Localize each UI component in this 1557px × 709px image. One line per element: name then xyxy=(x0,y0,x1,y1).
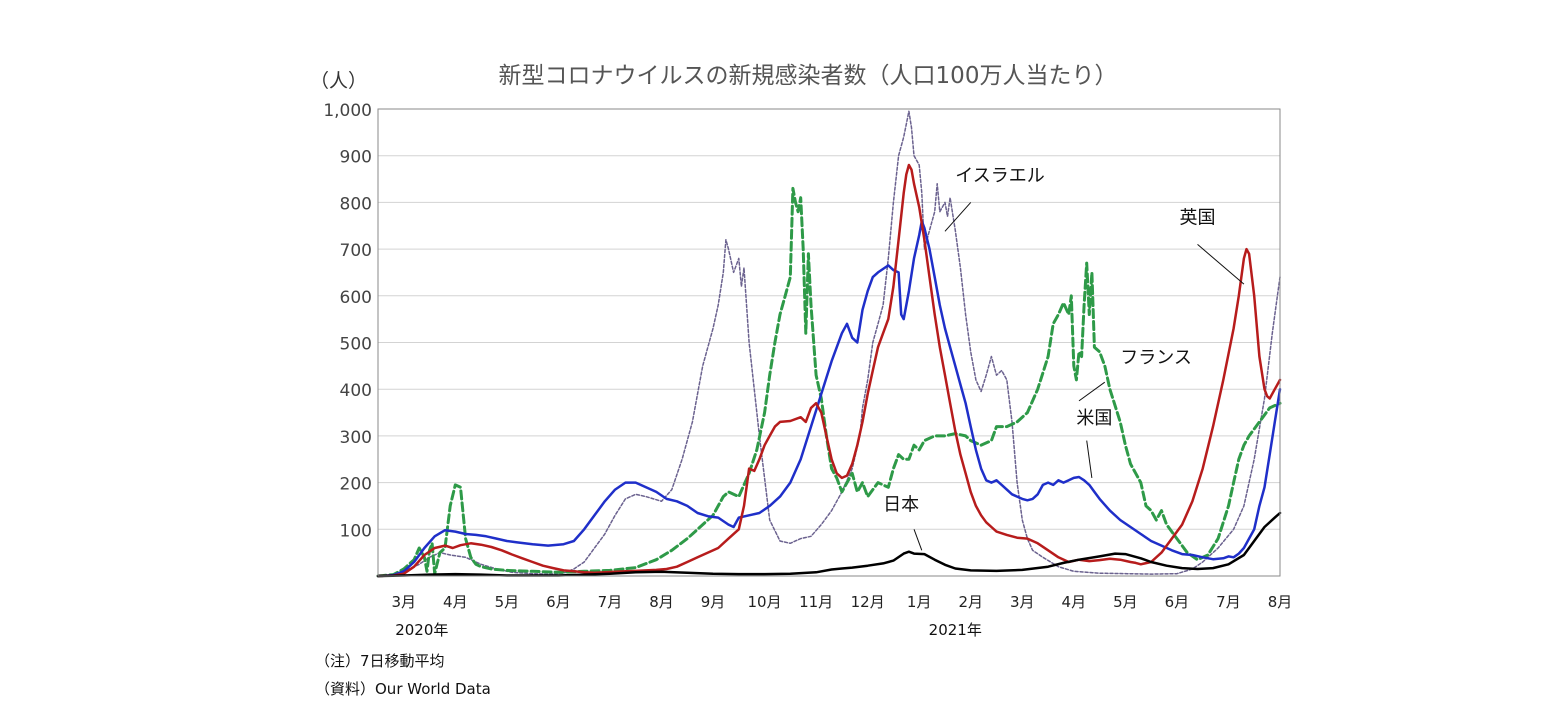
annotation-leader-line xyxy=(1078,381,1106,402)
x-axis-ticks: 3月 4月 5月 6月 7月 8月 9月 10月 11月 12月 1月 2月 3月 4月 5月 6月 7月 8月 2… xyxy=(391,593,1292,639)
grid-lines xyxy=(378,108,1280,530)
x-tick-label: 10月 xyxy=(748,593,782,611)
year-label: 2021年 xyxy=(929,621,982,639)
series-line xyxy=(376,511,1282,578)
series-annotation-label: イスラエル xyxy=(955,165,1044,186)
series-line xyxy=(377,110,1281,577)
note-source: （資料）Our World Data xyxy=(315,680,491,698)
x-tick-label: 4月 xyxy=(443,593,468,611)
x-tick-label: 8月 xyxy=(1268,593,1293,611)
x-tick-label: 5月 xyxy=(495,593,520,611)
y-tick-label: 700 xyxy=(340,241,372,261)
series-annotation-label: 日本 xyxy=(883,495,919,516)
x-tick-label: 9月 xyxy=(701,593,726,611)
annotation-leader-line xyxy=(913,529,923,551)
x-tick-label: 7月 xyxy=(1216,593,1241,611)
x-tick-label: 11月 xyxy=(799,593,833,611)
year-label: 2020年 xyxy=(395,621,448,639)
x-tick-label: 4月 xyxy=(1062,593,1087,611)
y-tick-label: 900 xyxy=(340,148,372,168)
y-tick-label: 200 xyxy=(340,475,372,495)
y-tick-label: 800 xyxy=(340,194,372,214)
y-tick-label: 300 xyxy=(340,428,372,448)
series-line xyxy=(376,186,1282,578)
y-tick-label: 1,000 xyxy=(323,101,372,121)
x-tick-label: 6月 xyxy=(546,593,571,611)
series-line xyxy=(376,163,1282,578)
chart-title: 新型コロナウイルスの新規感染者数（人口100万人当たり） xyxy=(499,63,1118,89)
x-tick-label: 8月 xyxy=(649,593,674,611)
series-annotation-label: フランス xyxy=(1120,348,1192,369)
y-tick-label: 400 xyxy=(340,381,372,401)
y-axis-unit-label: （人） xyxy=(310,70,367,92)
series-annotation-label: 英国 xyxy=(1179,207,1215,228)
x-tick-label: 5月 xyxy=(1113,593,1138,611)
annotation-leader-line xyxy=(944,202,972,232)
plot-area-border xyxy=(377,108,1281,577)
x-tick-label: 3月 xyxy=(1010,593,1035,611)
x-tick-label: 1月 xyxy=(907,593,932,611)
series-line xyxy=(376,219,1282,578)
y-tick-label: 100 xyxy=(340,521,372,541)
x-tick-label: 12月 xyxy=(851,593,885,611)
annotation-leader-line xyxy=(1197,244,1245,285)
x-tick-label: 3月 xyxy=(391,593,416,611)
note-moving-average: （注）7日移動平均 xyxy=(315,652,445,670)
y-tick-label: 600 xyxy=(340,288,372,308)
series-annotation-label: 米国 xyxy=(1076,408,1112,429)
y-tick-label: 500 xyxy=(340,335,372,355)
x-tick-label: 6月 xyxy=(1165,593,1190,611)
y-axis-ticks: 100 200 300 400 500 600 700 800 900 1,000 xyxy=(323,101,372,541)
x-tick-label: 2月 xyxy=(958,593,983,611)
series-lines xyxy=(376,110,1282,578)
annotation-leader-line xyxy=(1086,440,1093,478)
x-tick-label: 7月 xyxy=(598,593,623,611)
